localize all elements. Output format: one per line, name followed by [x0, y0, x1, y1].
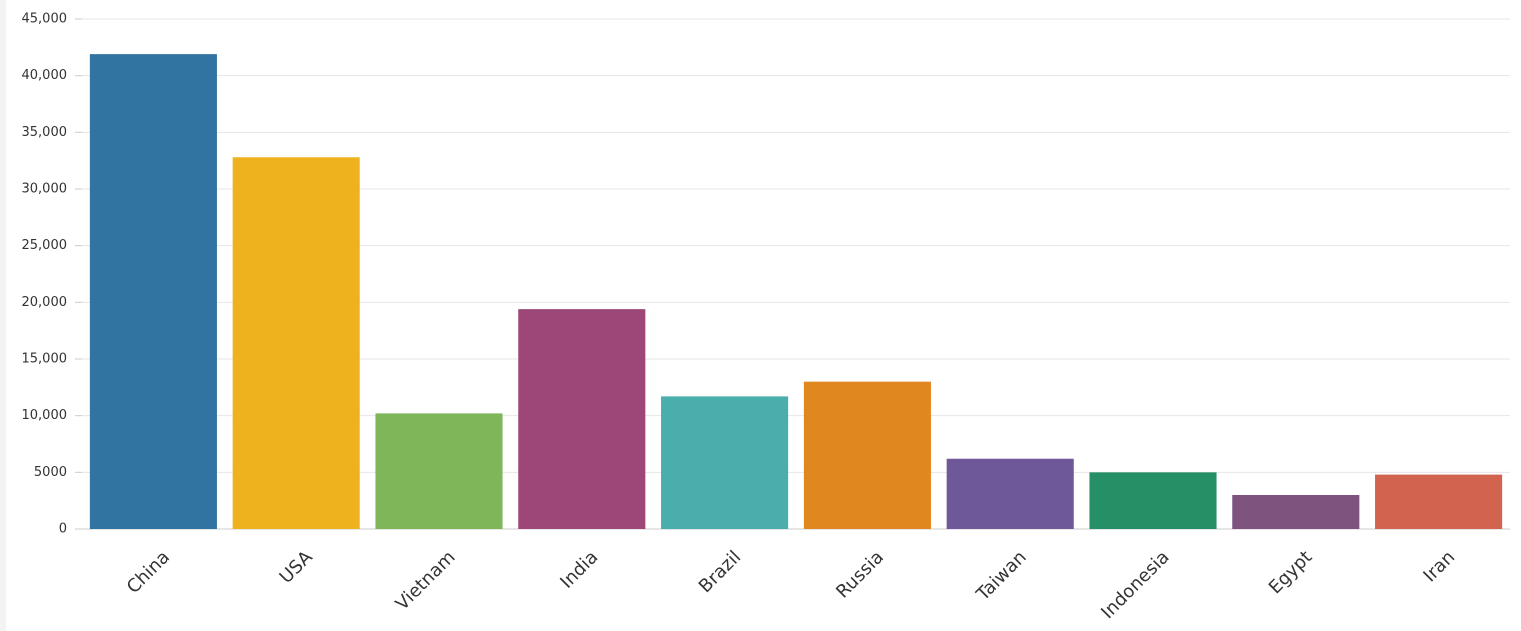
x-tick-label: USA [276, 546, 318, 588]
y-tick-label: 15,000 [22, 352, 68, 367]
y-tick-label: 5000 [34, 465, 67, 480]
y-tick-label: 30,000 [22, 182, 68, 197]
y-tick-label: 25,000 [22, 238, 68, 253]
x-tick-label: Vietnam [392, 547, 460, 615]
bar [1375, 474, 1503, 529]
bar [375, 413, 503, 529]
y-tick-label: 20,000 [22, 295, 68, 310]
x-tick-label: Iran [1419, 547, 1459, 587]
bar [89, 54, 217, 530]
y-tick-label: 10,000 [22, 408, 68, 423]
x-tick-label: Brazil [695, 547, 745, 597]
y-tick-label: 45,000 [22, 12, 68, 27]
bar [1089, 472, 1217, 529]
bar [518, 309, 646, 529]
x-tick-label: Russia [832, 547, 888, 603]
y-tick-label: 35,000 [22, 125, 68, 140]
bar [661, 396, 789, 529]
y-tick-label: 0 [59, 522, 67, 537]
y-tick-label: 40,000 [22, 68, 68, 83]
bar [1232, 495, 1360, 529]
x-tick-label: India [556, 547, 602, 593]
x-tick-label: China [123, 547, 174, 598]
x-tick-label: Indonesia [1097, 547, 1173, 623]
bar [946, 458, 1074, 529]
left-edge [0, 0, 6, 631]
bar [803, 381, 931, 529]
bar [232, 157, 360, 529]
x-tick-label: Egypt [1265, 547, 1317, 599]
x-tick-label: Taiwan [972, 547, 1031, 606]
